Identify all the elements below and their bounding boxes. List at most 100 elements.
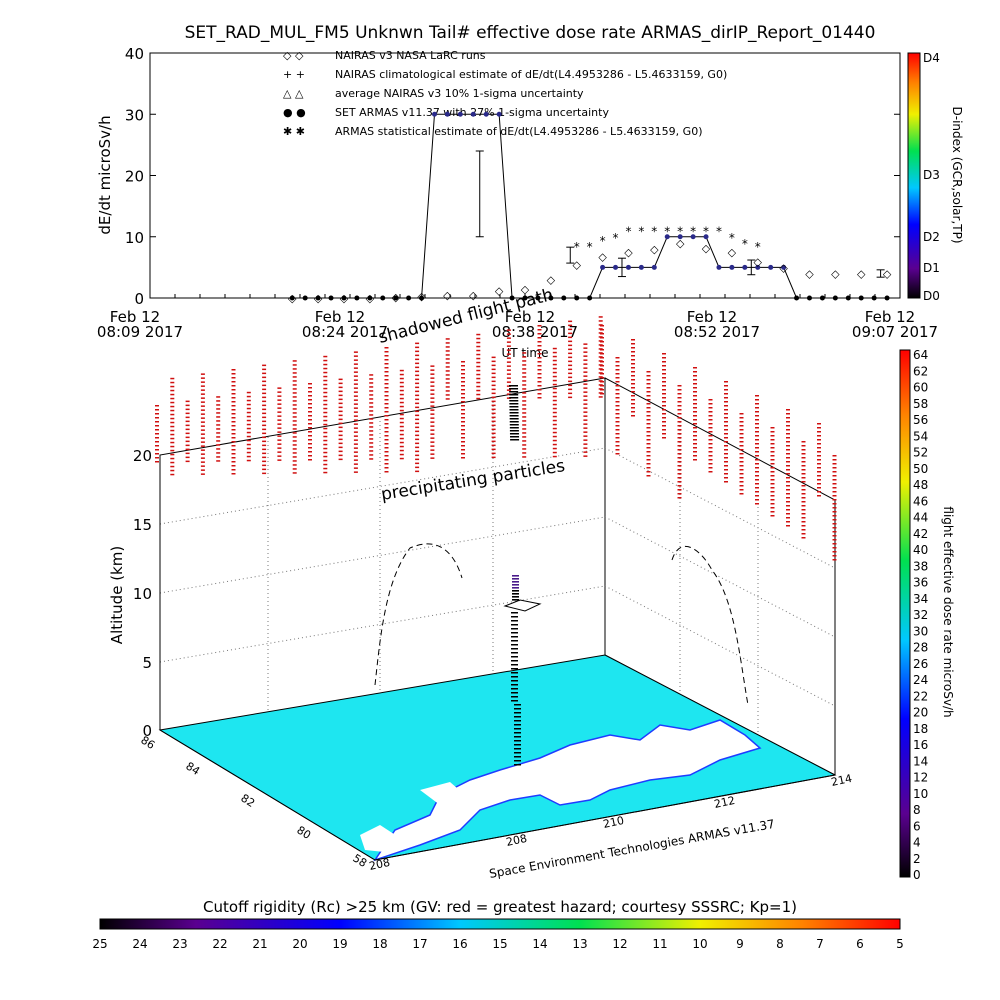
hazard-dot bbox=[615, 397, 620, 399]
flight-segment bbox=[511, 624, 518, 626]
hazard-dot bbox=[445, 362, 450, 364]
hazard-dot bbox=[600, 329, 604, 331]
hazard-dot bbox=[786, 413, 790, 415]
hazard-dot bbox=[801, 489, 806, 491]
armas-point bbox=[768, 264, 774, 270]
hazard-dot bbox=[246, 435, 251, 438]
hazard-dot bbox=[491, 432, 496, 435]
hazard-dot bbox=[786, 441, 790, 443]
hazard-dot bbox=[708, 439, 713, 441]
hazard-dot bbox=[631, 399, 635, 401]
armas-point bbox=[832, 295, 838, 301]
hazard-dot bbox=[615, 421, 620, 423]
hazard-dot bbox=[770, 459, 775, 461]
hazard-dot bbox=[522, 388, 527, 390]
hazard-dot bbox=[832, 467, 837, 469]
hazard-dot bbox=[506, 365, 511, 367]
hazard-dot bbox=[786, 513, 790, 515]
dose-tick-label: 60 bbox=[913, 381, 928, 395]
hazard-dot bbox=[476, 353, 481, 356]
hazard-dot bbox=[600, 325, 604, 327]
hazard-dot bbox=[430, 437, 435, 439]
hazard-dot bbox=[415, 378, 420, 381]
hazard-dot bbox=[399, 457, 404, 460]
dose-tick-label: 8 bbox=[913, 803, 921, 817]
hazard-dot bbox=[384, 463, 389, 465]
grid-back-right bbox=[604, 418, 836, 735]
hazard-dot bbox=[693, 375, 697, 377]
hazard-dot bbox=[231, 461, 236, 463]
hazard-dot bbox=[415, 358, 420, 361]
hazard-dot bbox=[522, 444, 527, 446]
hazard-dot bbox=[461, 373, 465, 375]
nairas-point: ◇ bbox=[417, 290, 426, 303]
hazard-dot bbox=[353, 355, 358, 357]
hazard-dot bbox=[693, 427, 697, 429]
hazard-dot bbox=[491, 396, 496, 399]
hazard-dot bbox=[739, 473, 744, 475]
hazard-dot bbox=[461, 365, 465, 367]
hazard-dot bbox=[399, 393, 404, 396]
nairas-point: ◇ bbox=[702, 242, 711, 255]
hazard-dot bbox=[693, 447, 697, 449]
nairas-point: ◇ bbox=[469, 289, 478, 302]
y-tick-label: 40 bbox=[125, 45, 144, 63]
armas-stat-point: * bbox=[664, 225, 670, 239]
hazard-dot bbox=[476, 373, 481, 376]
hazard-dot bbox=[801, 509, 806, 511]
hazard-dot bbox=[600, 337, 604, 339]
hazard-dot bbox=[246, 455, 251, 458]
hazard-dot bbox=[399, 405, 404, 408]
hazard-dot bbox=[353, 351, 358, 353]
hazard-dot bbox=[568, 396, 573, 399]
hazard-dot bbox=[262, 444, 267, 447]
hazard-dot bbox=[600, 345, 604, 347]
hazard-dot bbox=[262, 432, 267, 435]
flight-segment bbox=[510, 439, 520, 441]
hazard-dot bbox=[445, 366, 450, 368]
hazard-dot bbox=[832, 527, 837, 529]
hazard-dot bbox=[786, 473, 790, 475]
hazard-dot bbox=[415, 346, 420, 349]
hazard-dot bbox=[415, 386, 420, 389]
hazard-dot bbox=[755, 415, 759, 417]
dindex-tick-label: D2 bbox=[923, 230, 940, 244]
hazard-dot bbox=[200, 449, 205, 451]
hazard-dot bbox=[832, 495, 837, 497]
hazard-dot bbox=[801, 501, 806, 503]
armas-point bbox=[677, 234, 683, 240]
flight-segment bbox=[509, 433, 519, 435]
hazard-dot bbox=[693, 367, 697, 369]
hazard-dot bbox=[583, 439, 588, 441]
dose-colorbar-label: flight effective dose rate microSv/h bbox=[941, 506, 955, 717]
hazard-dot bbox=[801, 497, 806, 499]
hazard-dot bbox=[384, 347, 389, 349]
legend-symbol: ● ● bbox=[283, 106, 306, 119]
hazard-dot bbox=[817, 479, 821, 481]
hazard-dot bbox=[693, 379, 697, 381]
hazard-dot bbox=[384, 351, 389, 353]
hazard-dot bbox=[552, 395, 557, 398]
flight-segment bbox=[512, 590, 519, 592]
hazard-dot bbox=[646, 431, 651, 433]
dose-tick-label: 56 bbox=[913, 413, 928, 427]
flight-segment bbox=[511, 640, 518, 642]
hazard-dot bbox=[615, 405, 620, 407]
hazard-dot bbox=[476, 397, 481, 400]
hazard-dot bbox=[677, 425, 682, 427]
hazard-dot bbox=[323, 419, 328, 422]
hazard-dot bbox=[677, 397, 682, 399]
hazard-dot bbox=[170, 413, 175, 416]
hazard-dot bbox=[739, 457, 744, 459]
hazard-dot bbox=[708, 403, 713, 405]
hazard-dot bbox=[677, 433, 682, 435]
hazard-dot bbox=[552, 455, 557, 458]
hazard-dot bbox=[537, 361, 542, 363]
hazard-dot bbox=[323, 447, 328, 450]
dindex-colorbar bbox=[907, 52, 921, 299]
hazard-dot bbox=[491, 392, 496, 395]
hazard-dot bbox=[600, 393, 604, 395]
hazard-dot bbox=[568, 376, 573, 379]
hazard-dot bbox=[292, 392, 297, 394]
hazard-dot bbox=[323, 387, 328, 390]
